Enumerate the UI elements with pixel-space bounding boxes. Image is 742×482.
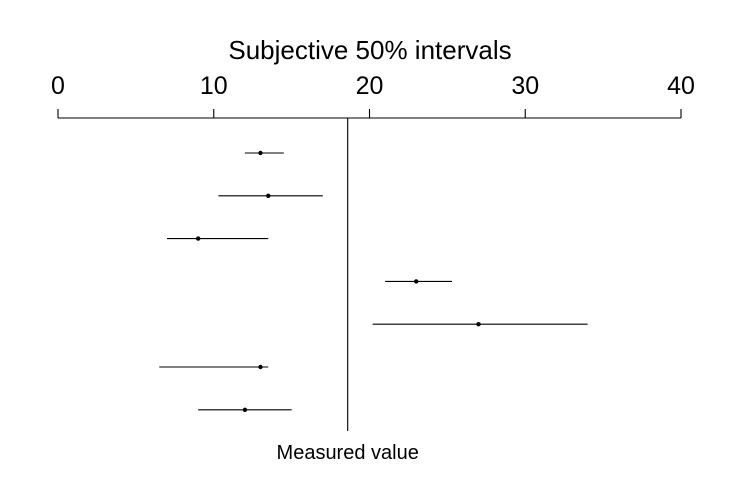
x-tick-label: 40: [667, 72, 695, 100]
x-tick-label: 20: [356, 72, 384, 100]
interval-point: [476, 322, 481, 327]
interval-point: [258, 150, 263, 156]
x-tick-label: 0: [51, 72, 65, 100]
interval-point: [266, 193, 271, 198]
measured-value-label: Measured value: [277, 442, 419, 464]
reference-marker: Measured value: [277, 118, 419, 464]
interval-series: [159, 150, 588, 412]
interval-point: [195, 236, 201, 241]
x-axis: 0 10 20 30 40: [51, 72, 695, 119]
x-tick-label: 30: [511, 72, 539, 100]
chart-title: Subjective 50% intervals: [228, 35, 511, 65]
interval-point: [242, 407, 248, 412]
interval-point: [258, 364, 263, 370]
x-tick-label: 10: [200, 72, 228, 100]
interval-point: [414, 279, 419, 284]
